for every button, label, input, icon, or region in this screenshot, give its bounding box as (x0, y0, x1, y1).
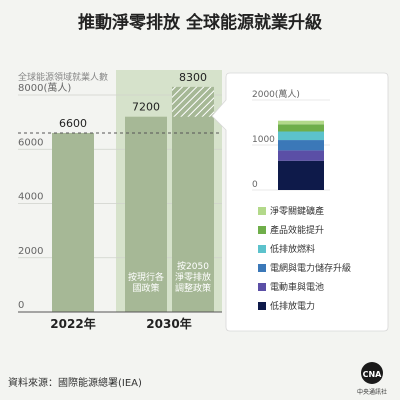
legend-label: 產品效能提升 (270, 224, 324, 236)
bar-base (172, 116, 214, 312)
legend-label: 低排放電力 (270, 300, 315, 312)
legend-swatch (258, 207, 266, 215)
legend-swatch (258, 283, 266, 291)
y-tick-label: 2000 (18, 246, 43, 257)
bar-caption: 調整政策 (175, 282, 211, 294)
bar-value-label: 7200 (132, 101, 160, 114)
inset-y-tick-label: 2000(萬人) (252, 88, 300, 100)
legend-label: 電動車與電池 (270, 281, 324, 293)
logo-mark-text: CNA (363, 370, 383, 379)
stack-segment (278, 120, 324, 125)
legend-label: 低排放燃料 (270, 243, 315, 255)
main-chart: 全球能源領域就業人數 0 2000 4000 6000 8000(萬人) 6600 7200 按… (18, 70, 222, 331)
logo-mark (361, 362, 383, 384)
stack-segment (278, 124, 324, 132)
inset-y-tick-label: 0 (252, 180, 258, 190)
legend-label: 電網與電力儲存升級 (270, 262, 351, 274)
y-tick-label: 8000(萬人) (18, 81, 71, 94)
bar-value-label: 8300 (179, 71, 207, 84)
inset-panel: 0 1000 2000(萬人) 淨零關鍵礦產產品效能提升低排放燃料電網與電力儲存升級電… (211, 72, 389, 332)
bar-value-label: 6600 (59, 117, 87, 130)
legend-label: 淨零關鍵礦產 (270, 205, 324, 217)
legend-swatch (258, 264, 266, 272)
inset-y-tick-label: 1000 (252, 135, 275, 145)
bar-caption: 國政策 (132, 282, 159, 294)
bar (125, 116, 167, 312)
x-group-label: 2022年 (50, 316, 95, 331)
y-tick-label: 6000 (18, 137, 43, 148)
y-tick-label: 0 (18, 300, 24, 311)
legend-swatch (258, 302, 266, 310)
stack-segment (278, 160, 324, 190)
bar-caption: 淨零排放 (175, 271, 211, 283)
x-group-label: 2030年 (146, 316, 191, 331)
bar (52, 132, 94, 312)
inset-card (211, 72, 389, 332)
legend-swatch (258, 226, 266, 234)
cna-logo: CNA 中央通訊社 (357, 362, 387, 396)
bar-caption: 按2050 (177, 260, 209, 272)
y-tick-label: 4000 (18, 192, 43, 203)
title: 推動淨零排放 全球能源就業升級 (78, 12, 322, 33)
logo-caption: 中央通訊社 (357, 388, 387, 396)
source-note: 資料來源：國際能源總署(IEA) (8, 376, 142, 389)
bar-caption: 按現行各 (128, 271, 164, 283)
stack-segment (278, 131, 324, 141)
y-axis-title: 全球能源領域就業人數 (18, 71, 108, 83)
stack-segment (278, 150, 324, 161)
legend-swatch (258, 245, 266, 253)
stack-segment (278, 140, 324, 151)
